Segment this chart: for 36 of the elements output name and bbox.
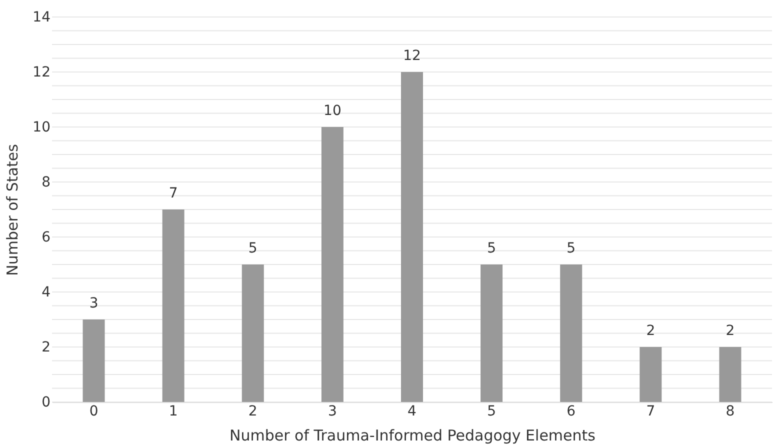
y-tick-label: 6 [42,230,51,246]
data-label: 12 [403,48,421,64]
x-tick-label: 4 [408,404,417,420]
bar [242,264,264,402]
y-tick-label: 12 [32,64,50,80]
x-tick-label: 6 [566,404,576,420]
y-tick-label: 14 [32,10,51,26]
bar [480,264,503,402]
data-label: 5 [566,240,576,256]
data-label: 2 [726,323,735,339]
bar [82,320,105,402]
x-tick-label: 0 [89,404,98,420]
bar [162,210,184,402]
bar [321,127,344,402]
x-tick-label: 5 [487,404,496,420]
y-tick-label: 2 [42,340,50,356]
x-tick-label: 1 [168,404,178,420]
y-tick-label: 10 [32,120,50,136]
x-tick-label: 2 [248,404,258,420]
bar [719,347,742,402]
data-label: 2 [646,323,656,339]
bar [401,72,423,402]
data-label: 7 [168,186,178,202]
data-label: 3 [89,296,98,312]
y-tick-label: 8 [42,174,50,190]
data-label: 10 [324,103,342,119]
bar [640,347,662,402]
x-tick-label: 3 [328,404,337,420]
x-tick-label: 8 [726,404,735,420]
bar [560,264,582,402]
y-axis-title: Number of States [4,144,22,276]
data-label: 5 [487,240,496,256]
data-label: 5 [248,240,258,256]
y-tick-label: 4 [42,284,51,300]
x-axis-title: Number of Trauma-Informed Pedagogy Elements [230,426,596,444]
x-tick-label: 7 [646,404,656,420]
